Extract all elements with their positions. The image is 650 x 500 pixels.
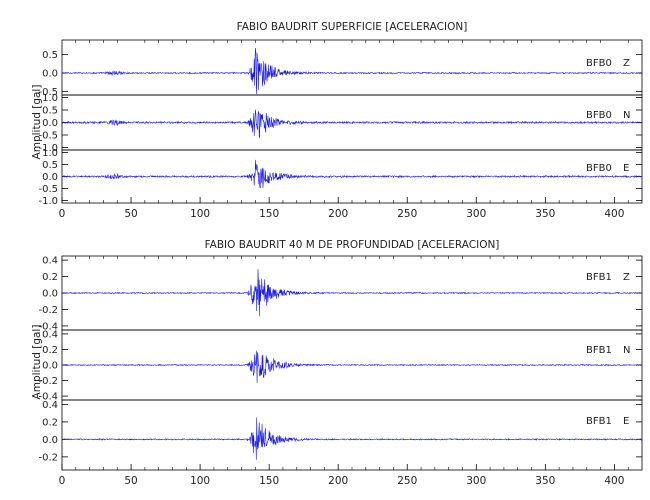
y-tick-label: 0.2 — [42, 417, 58, 428]
y-tick-label: 0.2 — [42, 345, 58, 356]
y-tick-label: -1.0 — [38, 196, 58, 207]
chart-1-panel-1: -0.5 0.0 0.5 BFB0 Z — [38, 39, 643, 98]
panel-y-ticks: -0.4 -0.2 0.0 0.2 0.4 — [38, 256, 642, 332]
x-tick-label: 0 — [59, 208, 66, 220]
waveform-trace — [61, 47, 643, 95]
y-tick-label: 0.5 — [42, 160, 58, 171]
component-label: E — [623, 416, 629, 427]
component-label: Z — [623, 58, 630, 69]
y-tick-label: -0.4 — [38, 321, 58, 332]
waveform-trace — [61, 417, 643, 460]
panel-frame — [61, 399, 643, 471]
x-tick-label: 350 — [535, 208, 555, 220]
panel-y-ticks: -0.4 -0.2 0.0 0.2 0.4 — [38, 329, 642, 403]
x-tick-label: 150 — [259, 475, 279, 487]
waveform-trace — [61, 269, 643, 317]
chart-1-x-axis: 0 50 100 150 200 250 300 350 400 — [59, 40, 629, 220]
y-tick-label: -0.2 — [38, 376, 58, 387]
waveform-trace — [61, 350, 643, 384]
component-label: Z — [623, 272, 630, 283]
y-tick-label: -0.5 — [38, 184, 58, 195]
station-label: BFB0 — [586, 58, 612, 69]
chart-1-panel-3: -1.0-0.50.00.51.0 BFB0 E — [38, 148, 643, 207]
x-tick-label: 50 — [124, 208, 137, 220]
y-tick-label: -1.0 — [38, 143, 58, 154]
y-tick-label: 0.0 — [42, 118, 58, 129]
x-tick-label: 250 — [397, 475, 417, 487]
y-tick-label: 0.0 — [42, 172, 58, 183]
chart-2-ylabel: Amplitud [gal] — [31, 325, 43, 400]
station-label: BFB1 — [586, 272, 612, 283]
y-tick-label: 0.0 — [42, 361, 58, 372]
x-tick-label: 300 — [466, 475, 486, 487]
y-tick-label: 0.0 — [42, 69, 58, 80]
chart-1-panel-2: -1.0-0.5 0.00.5 1.0 BFB0 N — [38, 93, 643, 154]
panel-y-ticks: -0.2 0.0 0.2 0.4 — [38, 400, 642, 463]
component-label: N — [623, 110, 630, 121]
x-tick-label: 0 — [59, 475, 66, 487]
component-label: N — [623, 345, 630, 356]
waveform-trace — [61, 109, 643, 139]
station-label: BFB1 — [586, 345, 612, 356]
chart-2-panel-2: -0.4 -0.2 0.0 0.2 0.4 BFB1 N — [38, 329, 643, 403]
y-tick-label: 0.0 — [42, 289, 58, 300]
chart-2-panel-1: -0.4 -0.2 0.0 0.2 0.4 BFB1 Z — [38, 255, 643, 332]
y-tick-label: 0.5 — [42, 106, 58, 117]
x-tick-label: 50 — [124, 475, 137, 487]
x-tick-label: 100 — [190, 208, 210, 220]
y-tick-label: -0.5 — [38, 131, 58, 142]
waveform-trace — [61, 159, 643, 189]
x-tick-label: 100 — [190, 475, 210, 487]
x-tick-label: 400 — [604, 475, 624, 487]
x-tick-label: 200 — [328, 475, 348, 487]
y-tick-label: 1.0 — [42, 148, 58, 159]
y-tick-label: 0.2 — [42, 272, 58, 283]
x-tick-label: 200 — [328, 208, 348, 220]
station-label: BFB0 — [586, 110, 612, 121]
y-tick-label: 0.4 — [42, 400, 58, 411]
y-tick-label: 0.4 — [42, 329, 58, 340]
y-tick-label: 1.0 — [42, 93, 58, 104]
x-tick-label: 250 — [397, 208, 417, 220]
component-label: E — [623, 163, 629, 174]
chart-2-x-axis: 0 50 100 150 200 250 300 350 400 — [59, 256, 629, 487]
y-tick-label: 0.0 — [42, 435, 58, 446]
y-tick-label: 0.4 — [42, 256, 58, 267]
panel-y-ticks: -1.0-0.50.00.51.0 — [38, 148, 642, 207]
panel-y-ticks: -0.5 0.0 0.5 — [38, 50, 642, 98]
x-tick-label: 400 — [604, 208, 624, 220]
chart-1-ylabel: Amplitud [gal] — [31, 85, 43, 160]
y-tick-label: -0.2 — [38, 452, 58, 463]
y-tick-label: 0.5 — [42, 50, 58, 61]
panel-frame — [61, 39, 643, 96]
y-tick-label: -0.2 — [38, 305, 58, 316]
x-tick-label: 350 — [535, 475, 555, 487]
station-label: BFB0 — [586, 163, 612, 174]
panel-y-ticks: -1.0-0.5 0.00.5 1.0 — [38, 93, 642, 154]
x-tick-label: 300 — [466, 208, 486, 220]
y-tick-label: -0.4 — [38, 392, 58, 403]
y-tick-label: -0.5 — [38, 87, 58, 98]
x-tick-label: 150 — [259, 208, 279, 220]
chart-1-title: FABIO BAUDRIT SUPERFICIE [ACELERACION] — [237, 21, 468, 33]
chart-2-panel-3: -0.2 0.0 0.2 0.4 BFB1 E — [38, 399, 643, 471]
chart-2-title: FABIO BAUDRIT 40 M DE PROFUNDIDAD [ACELE… — [205, 239, 500, 251]
station-label: BFB1 — [586, 416, 612, 427]
